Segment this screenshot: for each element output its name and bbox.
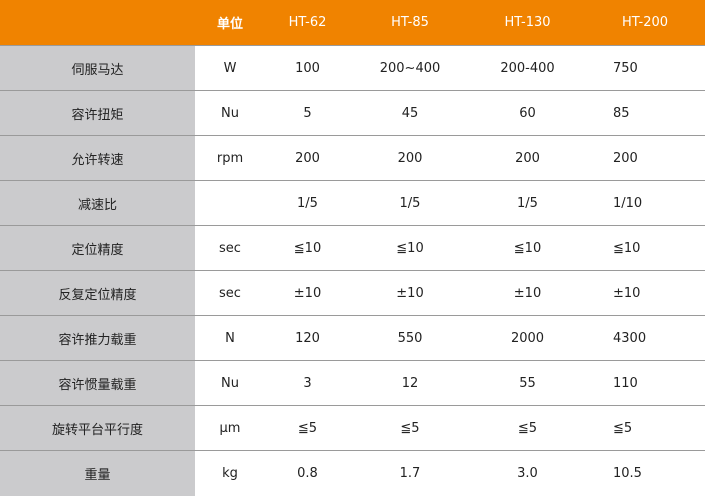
ht200-cell: 4300 bbox=[585, 315, 705, 361]
unit-cell: kg bbox=[222, 466, 238, 481]
row-label: 重量 bbox=[0, 450, 195, 496]
ht130-cell: ±10 bbox=[470, 270, 585, 316]
ht200-cell: 85 bbox=[585, 90, 705, 136]
row-label: 旋转平台平行度 bbox=[0, 405, 195, 451]
unit-cell: Nu bbox=[195, 360, 265, 406]
table-row: 定位精度 sec ≦10 ≦10 ≦10 ≦10 bbox=[0, 225, 705, 271]
header-cell-unit: 单位 bbox=[195, 0, 265, 46]
table-row: 容许推力载重 N 120 550 2000 4300 bbox=[0, 315, 705, 361]
header-cell-blank bbox=[0, 0, 195, 46]
header-cell-ht62: HT-62 bbox=[265, 0, 350, 46]
row-label: 反复定位精度 bbox=[0, 270, 195, 316]
unit-cell: sec bbox=[195, 225, 265, 271]
ht62-cell: 200 bbox=[265, 135, 350, 181]
unit-cell: rpm bbox=[195, 135, 265, 181]
unit-cell: Nu bbox=[195, 90, 265, 136]
ht85-cell: 45 bbox=[350, 90, 470, 136]
unit-cell: W bbox=[195, 45, 265, 91]
row-label: 定位精度 bbox=[0, 225, 195, 271]
ht130-cell: 200-400 bbox=[470, 45, 585, 91]
header-cell-ht200: HT-200 bbox=[585, 0, 705, 46]
ht200-cell: ≦5 bbox=[585, 405, 705, 451]
ht62-cell: 3 bbox=[265, 360, 350, 406]
row-label: 减速比 bbox=[0, 180, 195, 226]
table-row: 伺服马达 W 100 200~400 200-400 750 bbox=[0, 45, 705, 91]
table-row: 反复定位精度 sec ±10 ±10 ±10 ±10 bbox=[0, 270, 705, 316]
ht62-cell: 100 bbox=[265, 45, 350, 91]
ht200-cell: 1/10 bbox=[585, 180, 705, 226]
ht62-cell: 0.8 bbox=[297, 466, 318, 481]
ht62-cell: 1/5 bbox=[265, 180, 350, 226]
ht130-cell: ≦10 bbox=[470, 225, 585, 271]
ht130-cell: 55 bbox=[470, 360, 585, 406]
ht62-cell: ±10 bbox=[265, 270, 350, 316]
ht200-cell: 200 bbox=[585, 135, 705, 181]
ht130-cell: 200 bbox=[470, 135, 585, 181]
ht85-cell: ±10 bbox=[350, 270, 470, 316]
ht200-cell: ≦10 bbox=[585, 225, 705, 271]
table-row: 减速比 1/5 1/5 1/5 1/10 bbox=[0, 180, 705, 226]
ht130-cell: ≦5 bbox=[470, 405, 585, 451]
ht85-cell: 1/5 bbox=[350, 180, 470, 226]
row-label: 容许推力载重 bbox=[0, 315, 195, 361]
unit-cell: sec bbox=[195, 270, 265, 316]
ht200-cell: 110 bbox=[585, 360, 705, 406]
ht85-cell: ≦5 bbox=[350, 405, 470, 451]
ht130-cell: 60 bbox=[470, 90, 585, 136]
ht200-cell: ±10 bbox=[585, 270, 705, 316]
table-row: 旋转平台平行度 μm ≦5 ≦5 ≦5 ≦5 bbox=[0, 405, 705, 451]
ht62-cell: ≦5 bbox=[265, 405, 350, 451]
table-row: 重量 kg 0.8 1.7 3.0 10.5 bbox=[0, 450, 705, 496]
ht62-cell: 120 bbox=[265, 315, 350, 361]
header-cell-ht130: HT-130 bbox=[470, 0, 585, 46]
table-row: 容许扭矩 Nu 5 45 60 85 bbox=[0, 90, 705, 136]
ht130-cell: 3.0 bbox=[517, 466, 538, 481]
ht85-cell: 200 bbox=[350, 135, 470, 181]
ht85-cell: ≦10 bbox=[350, 225, 470, 271]
ht85-cell: 12 bbox=[350, 360, 470, 406]
ht200-cell: 10.5 bbox=[613, 466, 642, 481]
ht85-cell: 200~400 bbox=[350, 45, 470, 91]
header-cell-ht85: HT-85 bbox=[350, 0, 470, 46]
ht85-cell: 1.7 bbox=[399, 466, 421, 481]
ht62-cell: 5 bbox=[265, 90, 350, 136]
ht200-cell: 750 bbox=[585, 45, 705, 91]
ht85-cell: 550 bbox=[350, 315, 470, 361]
unit-cell: N bbox=[195, 315, 265, 361]
table-row: 容许惯量载重 Nu 3 12 55 110 bbox=[0, 360, 705, 406]
ht62-cell: ≦10 bbox=[265, 225, 350, 271]
ht130-cell: 2000 bbox=[470, 315, 585, 361]
row-label: 伺服马达 bbox=[0, 45, 195, 91]
unit-cell bbox=[195, 180, 265, 226]
ht130-cell: 1/5 bbox=[470, 180, 585, 226]
row-label: 允许转速 bbox=[0, 135, 195, 181]
table-row: 允许转速 rpm 200 200 200 200 bbox=[0, 135, 705, 181]
row-label: 容许扭矩 bbox=[0, 90, 195, 136]
unit-cell: μm bbox=[195, 405, 265, 451]
header-row: 单位 HT-62 HT-85 HT-130 HT-200 bbox=[0, 0, 705, 46]
row-label: 容许惯量载重 bbox=[0, 360, 195, 406]
